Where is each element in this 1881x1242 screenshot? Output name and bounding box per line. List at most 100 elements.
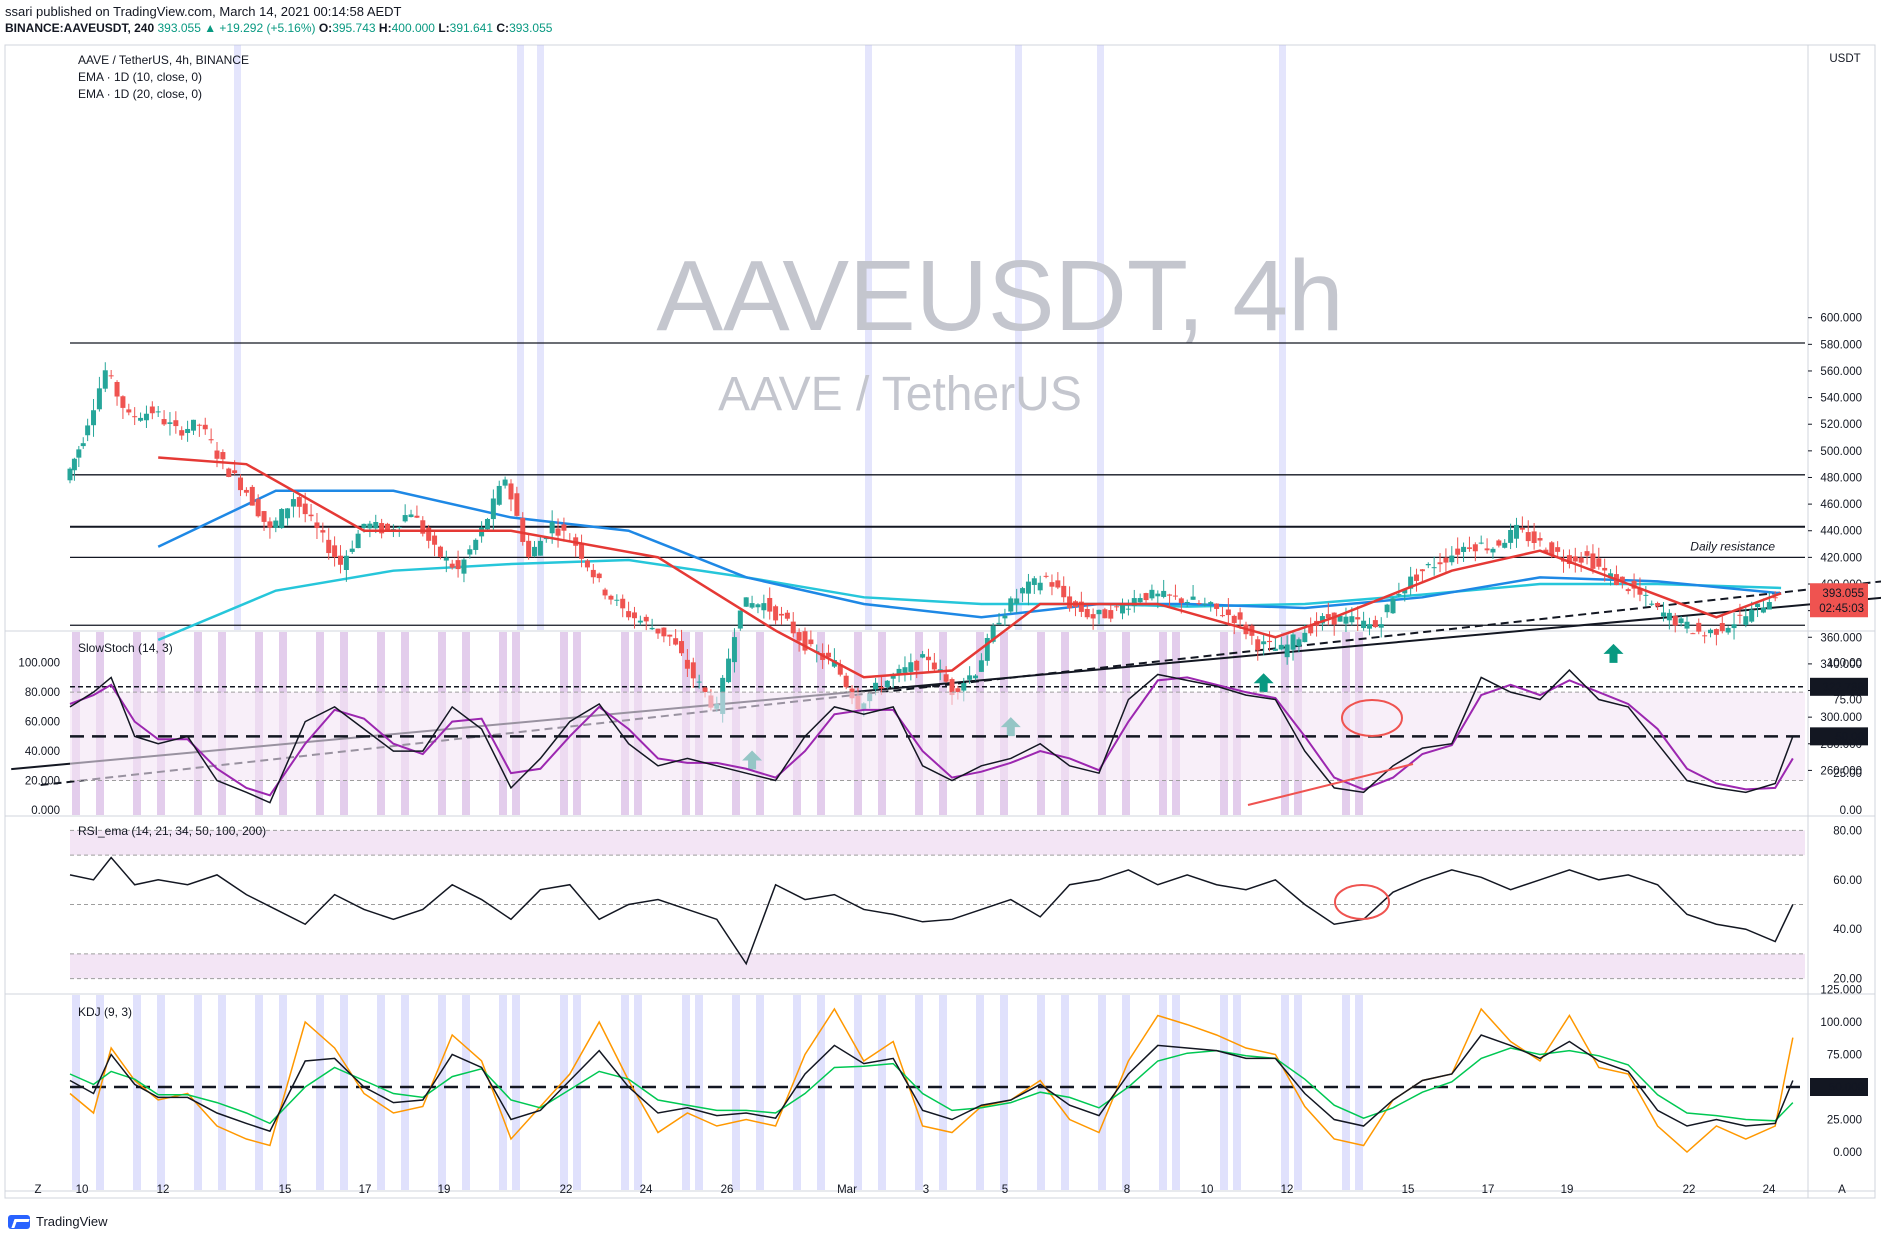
corner-label-left: Z [34, 1184, 41, 1196]
candle-body [514, 493, 520, 516]
time-tick-label: 5 [1002, 1184, 1008, 1196]
candle-body [526, 540, 532, 558]
kdj-band [878, 995, 886, 1190]
candle-body [673, 638, 679, 645]
candle-body [679, 641, 685, 654]
candle-body [1402, 589, 1408, 594]
candle-body [737, 610, 743, 629]
candle-body [1361, 620, 1367, 629]
price-tick-label: 260.000 [1820, 765, 1862, 777]
stoch-left-tick-label: 80.000 [25, 687, 60, 699]
legend-ema-20: EMA · 1D (20, close, 0) [78, 87, 202, 101]
candle-body [96, 388, 102, 410]
candle-body [1278, 644, 1284, 650]
candle-body [1596, 558, 1602, 567]
candle-body [279, 509, 285, 529]
price-tick-label: 520.000 [1820, 419, 1862, 431]
candle-body [784, 612, 790, 619]
candle-body [1043, 575, 1049, 577]
candle-body [1184, 601, 1190, 603]
kdj-band [1122, 995, 1130, 1190]
candle-body [120, 396, 126, 408]
candle-body [914, 660, 920, 671]
candle-body [1390, 598, 1396, 614]
candle-body [1461, 546, 1467, 552]
time-tick-label: 10 [76, 1184, 89, 1196]
stoch-k-line [69, 669, 1794, 804]
kdj-band [756, 995, 764, 1190]
kdj-tick-label: 125.000 [1820, 985, 1862, 997]
kdj-band [793, 995, 801, 1190]
rsi-band-area [70, 953, 1805, 979]
candle-body [1543, 549, 1549, 553]
time-tick-label: 12 [157, 1184, 170, 1196]
candle-body [555, 528, 561, 536]
kdj-tick-label: 75.000 [1827, 1050, 1862, 1062]
candle-body [631, 612, 637, 619]
candle-body [490, 498, 496, 520]
candle-body [561, 524, 567, 531]
stoch-left-tick-label: 40.000 [25, 746, 60, 758]
candle-body [508, 483, 514, 500]
candle-body [155, 411, 161, 413]
candle-body [102, 370, 108, 389]
kdj-band [695, 995, 703, 1190]
candle-body [196, 424, 202, 426]
kdj-band [1000, 995, 1008, 1190]
stoch-signal-line [69, 676, 1794, 797]
kdj-band [939, 995, 947, 1190]
kdj-band [915, 995, 923, 1190]
time-tick-label: 24 [1763, 1184, 1776, 1196]
rsi-pane-title: RSI_ema (14, 21, 34, 50, 100, 200) [78, 824, 266, 838]
candle-body [414, 515, 420, 518]
price-tick-label: 340.000 [1820, 659, 1862, 671]
candle-body [1219, 615, 1225, 617]
candle-body [1031, 578, 1037, 585]
candle-body [796, 632, 802, 641]
candle-body [467, 549, 473, 555]
price-tick-label: 300.000 [1820, 712, 1862, 724]
candle-body [1431, 567, 1437, 569]
rsi-tick-label: 20.00 [1833, 974, 1862, 986]
candle-body [1149, 589, 1155, 599]
candle-body [579, 542, 585, 559]
stoch-tick-label: 75.00 [1833, 695, 1862, 707]
kdj-band [682, 995, 690, 1190]
candle-body [755, 604, 761, 608]
candle-body [667, 634, 673, 637]
candle-body [1202, 603, 1208, 605]
candle-body [1366, 624, 1372, 629]
candle-body [1443, 557, 1449, 563]
candle-body [1102, 609, 1108, 619]
candle-body [1255, 639, 1261, 651]
candle-body [443, 557, 449, 561]
candle-body [355, 533, 361, 549]
candle-body [908, 662, 914, 672]
candle-body [249, 486, 255, 506]
ema-long-line [157, 558, 1782, 642]
candle-body [590, 569, 596, 578]
candle-body [1025, 581, 1031, 594]
rsi-line [69, 856, 1794, 966]
price-tick-label: 540.000 [1820, 393, 1862, 405]
candle-body [773, 606, 779, 621]
candle-body [76, 449, 82, 458]
candle-body [702, 687, 708, 693]
candle-body [1449, 555, 1455, 563]
unit-label: USDT [1829, 53, 1860, 65]
candle-body [1037, 582, 1043, 591]
candle-body [1325, 614, 1331, 619]
candle-body [626, 611, 632, 618]
candle-body [955, 688, 961, 693]
candle-body [1049, 582, 1055, 587]
candle-body [790, 621, 796, 634]
stoch-pane-title: SlowStoch (14, 3) [78, 641, 173, 655]
candle-body [1437, 562, 1443, 565]
candle-body [996, 622, 1002, 625]
last-price-tag [1810, 583, 1868, 618]
candle-body [937, 669, 943, 671]
kdj-band [512, 995, 520, 1190]
candle-body [655, 628, 661, 634]
candle-body [1237, 612, 1243, 620]
